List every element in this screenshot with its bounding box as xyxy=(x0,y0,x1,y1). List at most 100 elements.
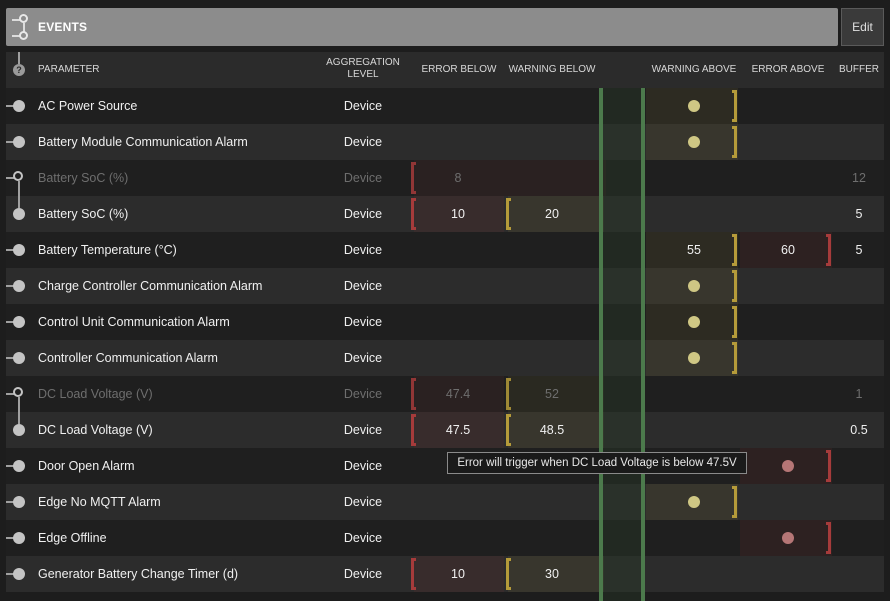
warning-above-bracket xyxy=(732,234,737,266)
help-icon[interactable]: ? xyxy=(13,64,25,76)
error-below-value[interactable]: 47.5 xyxy=(445,423,471,437)
aggregation-level: Device xyxy=(343,351,383,365)
error-above-zone xyxy=(740,232,832,268)
error-below-bracket xyxy=(411,378,416,410)
parameter-name: Generator Battery Change Timer (d) xyxy=(38,567,239,581)
threshold-tooltip: Error will trigger when DC Load Voltage … xyxy=(447,452,747,474)
error-below-value[interactable]: 47.4 xyxy=(445,387,471,401)
warning-above-indicator-icon xyxy=(688,136,700,148)
page-title: EVENTS xyxy=(38,20,88,34)
warning-below-value[interactable]: 30 xyxy=(545,567,559,581)
table-row[interactable]: Battery SoC (%) Device 10 20 5 xyxy=(6,196,884,232)
row-bullet-icon xyxy=(13,136,25,148)
tree-connector xyxy=(6,520,26,556)
buffer-value[interactable]: 0.5 xyxy=(850,423,868,437)
aggregation-level: Device xyxy=(343,99,383,113)
warning-below-zone xyxy=(508,196,604,232)
buffer-value[interactable]: 12 xyxy=(852,171,866,185)
table-row[interactable]: DC Load Voltage (V) Device 47.4 52 1 xyxy=(6,376,884,412)
row-bullet-icon xyxy=(13,100,25,112)
row-bullet-icon xyxy=(13,244,25,256)
table-row[interactable]: Door Open Alarm Device xyxy=(6,448,884,484)
error-below-zone xyxy=(414,196,504,232)
tree-line xyxy=(18,397,20,412)
row-bullet-icon xyxy=(13,568,25,580)
row-bullet-icon xyxy=(13,424,25,436)
buffer-value[interactable]: 1 xyxy=(855,387,863,401)
error-below-zone xyxy=(414,160,606,196)
table-row[interactable]: Controller Communication Alarm Device xyxy=(6,340,884,376)
tree-connector xyxy=(6,340,26,376)
parameter-name: Battery SoC (%) xyxy=(38,171,129,185)
column-warning-below[interactable]: WARNING BELOW xyxy=(508,64,596,75)
override-ring-icon xyxy=(13,171,23,181)
tree-connector xyxy=(6,124,26,160)
warning-below-zone xyxy=(508,556,604,592)
parameter-name: Edge No MQTT Alarm xyxy=(38,495,161,509)
events-header: EVENTS xyxy=(6,8,838,46)
tree-line xyxy=(18,196,20,208)
warning-above-value[interactable]: 55 xyxy=(687,243,701,257)
tree-connector xyxy=(6,88,26,124)
table-row[interactable]: Battery Module Communication Alarm Devic… xyxy=(6,124,884,160)
ok-range-right-edge xyxy=(641,88,645,601)
table-row[interactable]: Edge No MQTT Alarm Device xyxy=(6,484,884,520)
ok-range-left-edge xyxy=(599,88,603,601)
table-row[interactable]: Battery SoC (%) Device 8 12 xyxy=(6,160,884,196)
warning-below-bracket xyxy=(506,558,511,590)
table-row[interactable]: AC Power Source Device xyxy=(6,88,884,124)
warning-below-value[interactable]: 20 xyxy=(545,207,559,221)
error-below-bracket xyxy=(411,162,416,194)
aggregation-level: Device xyxy=(343,207,383,221)
row-bullet-icon xyxy=(13,532,25,544)
parameter-name: Charge Controller Communication Alarm xyxy=(38,279,263,293)
column-error-above[interactable]: ERROR ABOVE xyxy=(751,64,825,75)
warning-below-value[interactable]: 48.5 xyxy=(539,423,565,437)
error-below-value[interactable]: 10 xyxy=(451,207,465,221)
parameter-name: Battery SoC (%) xyxy=(38,207,129,221)
table-row[interactable]: Battery Temperature (°C) Device 55 60 5 xyxy=(6,232,884,268)
column-error-below[interactable]: ERROR BELOW xyxy=(421,64,497,75)
warning-below-bracket xyxy=(506,378,511,410)
parameter-name: Battery Module Communication Alarm xyxy=(38,135,248,149)
column-warning-above[interactable]: WARNING ABOVE xyxy=(651,64,737,75)
warning-below-bracket xyxy=(506,414,511,446)
override-ring-icon xyxy=(13,387,23,397)
aggregation-level: Device xyxy=(343,423,383,437)
ok-range-band xyxy=(599,88,645,601)
table-row[interactable]: Generator Battery Change Timer (d) Devic… xyxy=(6,556,884,592)
warning-above-bracket xyxy=(732,90,737,122)
tree-line xyxy=(18,412,20,424)
warning-below-value[interactable]: 52 xyxy=(545,387,559,401)
error-below-value[interactable]: 10 xyxy=(451,567,465,581)
tree-line xyxy=(18,52,20,64)
table-row[interactable]: Edge Offline Device xyxy=(6,520,884,556)
table-row[interactable]: Charge Controller Communication Alarm De… xyxy=(6,268,884,304)
column-buffer[interactable]: BUFFER xyxy=(839,64,879,75)
tree-line xyxy=(18,181,20,196)
warning-above-bracket xyxy=(732,306,737,338)
column-parameter[interactable]: PARAMETER xyxy=(38,64,100,75)
parameter-name: DC Load Voltage (V) xyxy=(38,387,153,401)
error-above-value[interactable]: 60 xyxy=(781,243,795,257)
table-row[interactable]: Control Unit Communication Alarm Device xyxy=(6,304,884,340)
edit-button[interactable]: Edit xyxy=(841,8,884,46)
table-row[interactable]: DC Load Voltage (V) Device 47.5 48.5 0.5 xyxy=(6,412,884,448)
warning-below-zone xyxy=(508,412,604,448)
warning-above-indicator-icon xyxy=(688,352,700,364)
buffer-value[interactable]: 5 xyxy=(855,207,863,221)
aggregation-level: Device xyxy=(343,171,383,185)
error-above-bracket xyxy=(826,234,831,266)
column-aggregation-level[interactable]: AGGREGATION LEVEL xyxy=(320,57,406,81)
tree-connector xyxy=(6,304,26,340)
tree-connector xyxy=(6,556,26,592)
warning-above-indicator-icon xyxy=(688,316,700,328)
tree-connector xyxy=(6,448,26,484)
buffer-value[interactable]: 5 xyxy=(855,243,863,257)
warning-above-bracket xyxy=(732,486,737,518)
error-below-value[interactable]: 8 xyxy=(454,171,462,185)
warning-above-indicator-icon xyxy=(688,280,700,292)
column-aggregation-line2: LEVEL xyxy=(347,69,379,80)
tree-connector xyxy=(6,268,26,304)
aggregation-level: Device xyxy=(343,387,383,401)
